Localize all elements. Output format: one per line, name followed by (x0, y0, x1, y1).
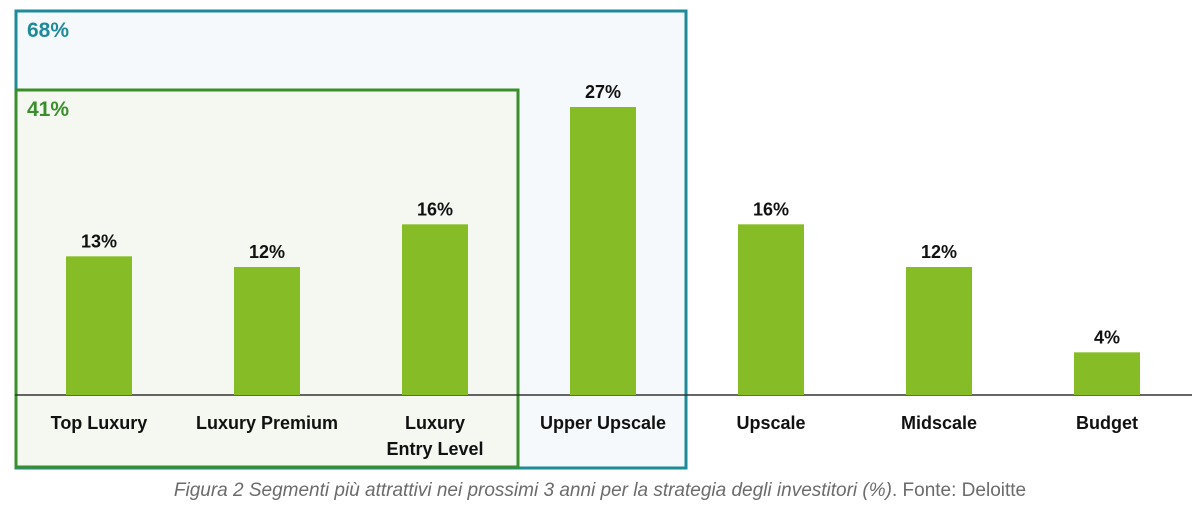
category-label: Midscale (901, 413, 977, 433)
data-label: 12% (921, 242, 957, 262)
data-label: 4% (1094, 327, 1120, 347)
group-label-0: 68% (27, 19, 69, 42)
category-label: Luxury Premium (196, 413, 338, 433)
figure-caption: Figura 2 Segmenti più attrattivi nei pro… (0, 480, 1200, 502)
category-label: Luxury Entry Level (386, 413, 483, 459)
bar-chart: 68% 41% 13% Top Luxury 12% Luxury Premium 16%… (14, 9, 1192, 470)
bars (66, 107, 1140, 395)
bar (234, 267, 300, 395)
group-label-1: 41% (27, 98, 69, 121)
bar (402, 224, 468, 395)
category-label: Top Luxury (51, 413, 148, 433)
category-label: Budget (1076, 413, 1138, 433)
data-label: 12% (249, 242, 285, 262)
bar (66, 256, 132, 395)
data-label: 13% (81, 231, 117, 251)
data-label: 16% (753, 199, 789, 219)
bar (738, 224, 804, 395)
data-label: 27% (585, 82, 621, 102)
data-label: 16% (417, 199, 453, 219)
bar (906, 267, 972, 395)
category-label: Upper Upscale (540, 413, 666, 433)
caption-source: . Fonte: Deloitte (891, 480, 1027, 501)
bar (1074, 352, 1140, 395)
category-label: Upscale (736, 413, 805, 433)
bar (570, 107, 636, 395)
caption-italic: Figura 2 Segmenti più attrattivi nei pro… (173, 480, 892, 501)
labels: 13% Top Luxury 12% Luxury Premium 16% Luxury E… (51, 82, 1138, 459)
